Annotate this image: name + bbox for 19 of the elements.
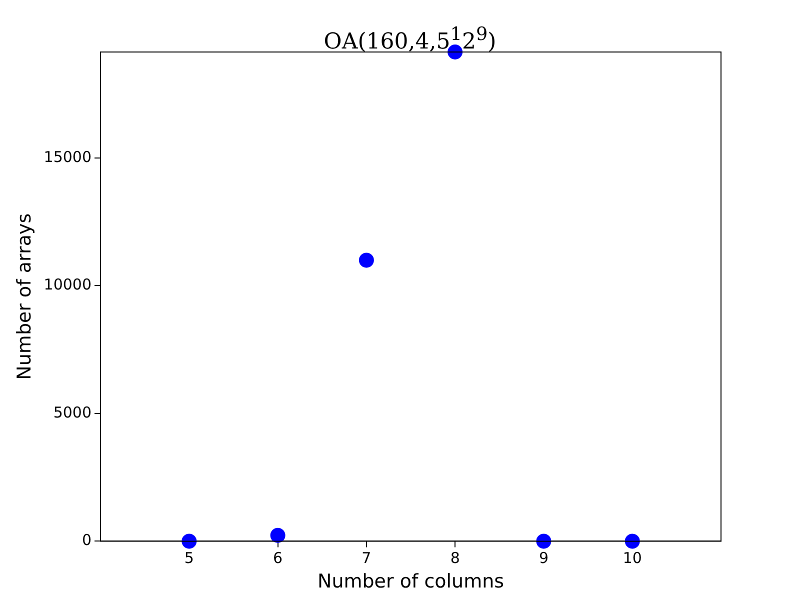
chart-title: OA(160,4,5$^{1}$2$^{9}$) (322, 24, 498, 54)
point (536, 534, 552, 549)
y-tick-label: 10000 (44, 276, 92, 294)
y-axis-title: Number of arrays (13, 213, 36, 380)
x-tick-label: 7 (362, 549, 372, 568)
x-tick-label: 9 (538, 549, 548, 568)
point (358, 252, 374, 268)
y-tick-label: 15000 (44, 148, 92, 166)
point (270, 528, 286, 543)
x-tick-label: 6 (273, 549, 283, 568)
x-tick-label: 10 (622, 549, 642, 568)
point (448, 44, 463, 60)
point (182, 534, 197, 549)
point (624, 534, 640, 549)
y-tick-label: 0 (82, 531, 92, 550)
x-tick-label: 8 (450, 549, 460, 568)
x-tick-label: 5 (184, 549, 194, 568)
y-tick-label: 5000 (53, 403, 92, 422)
x-axis-title: Number of columns (317, 570, 504, 593)
